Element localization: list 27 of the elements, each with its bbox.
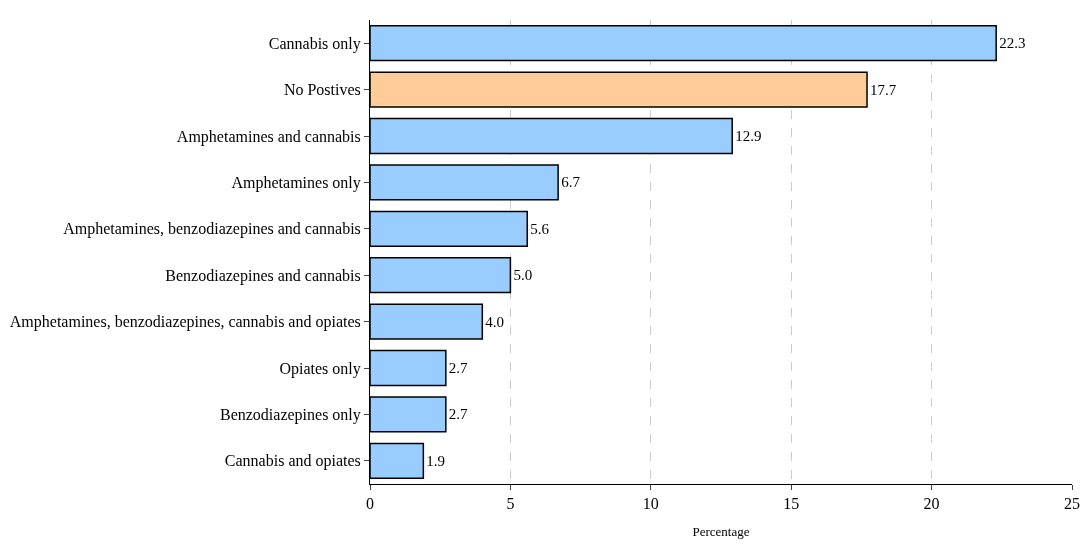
y-tick-label: Cannabis and opiates bbox=[224, 452, 361, 471]
y-tick-label: Cannabis only bbox=[268, 34, 361, 53]
y-tick-label: Amphetamines and cannabis bbox=[176, 127, 361, 146]
data-label: 12.9 bbox=[735, 128, 762, 144]
x-tick-label: 20 bbox=[923, 495, 940, 513]
y-tick-label: No Postives bbox=[283, 81, 361, 99]
x-tick-label: 10 bbox=[642, 495, 659, 513]
x-axis-title: Percentage bbox=[692, 523, 750, 539]
y-tick-label: Amphetamines, benzodiazepines, cannabis and opiates bbox=[9, 313, 361, 332]
data-label: 5.6 bbox=[530, 220, 550, 237]
x-tick-label: 25 bbox=[1064, 495, 1080, 513]
data-label: 4.0 bbox=[485, 313, 505, 330]
x-tick-label: 0 bbox=[366, 495, 374, 513]
y-tick-label: Benzodiazepines only bbox=[219, 406, 361, 424]
y-tick-label: Amphetamines, benzodiazepines and cannabis bbox=[63, 220, 361, 239]
data-label: 17.7 bbox=[870, 81, 897, 98]
data-label: 2.7 bbox=[448, 406, 469, 423]
y-tick-label: Opiates only bbox=[279, 359, 361, 378]
data-label: 22.3 bbox=[999, 35, 1026, 52]
y-tick-label: Benzodiazepines and cannabis bbox=[165, 266, 361, 285]
data-label: 5.0 bbox=[513, 267, 533, 284]
data-label: 2.7 bbox=[448, 360, 469, 376]
x-tick-label: 5 bbox=[506, 495, 515, 513]
data-label: 1.9 bbox=[426, 452, 446, 469]
x-tick-label: 15 bbox=[783, 495, 800, 513]
data-label: 6.7 bbox=[561, 174, 581, 191]
y-tick-label: Amphetamines only bbox=[231, 174, 361, 192]
